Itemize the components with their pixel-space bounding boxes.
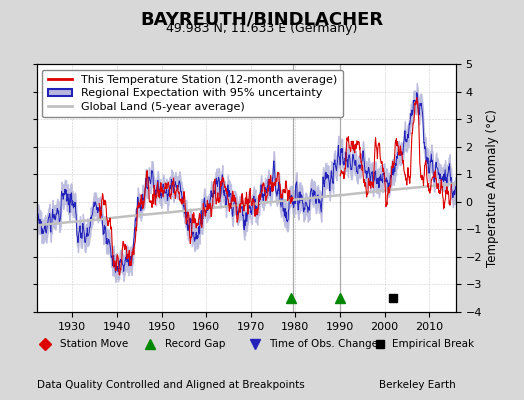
Text: Station Move: Station Move (60, 339, 128, 349)
Text: Record Gap: Record Gap (165, 339, 225, 349)
Text: 49.983 N, 11.633 E (Germany): 49.983 N, 11.633 E (Germany) (166, 22, 358, 35)
Text: Data Quality Controlled and Aligned at Breakpoints: Data Quality Controlled and Aligned at B… (37, 380, 304, 390)
Legend: This Temperature Station (12-month average), Regional Expectation with 95% uncer: This Temperature Station (12-month avera… (42, 70, 343, 117)
Y-axis label: Temperature Anomaly (°C): Temperature Anomaly (°C) (486, 109, 499, 267)
Text: Berkeley Earth: Berkeley Earth (379, 380, 456, 390)
Text: Time of Obs. Change: Time of Obs. Change (269, 339, 378, 349)
Text: Empirical Break: Empirical Break (392, 339, 474, 349)
Text: BAYREUTH/BINDLACHER: BAYREUTH/BINDLACHER (140, 10, 384, 28)
